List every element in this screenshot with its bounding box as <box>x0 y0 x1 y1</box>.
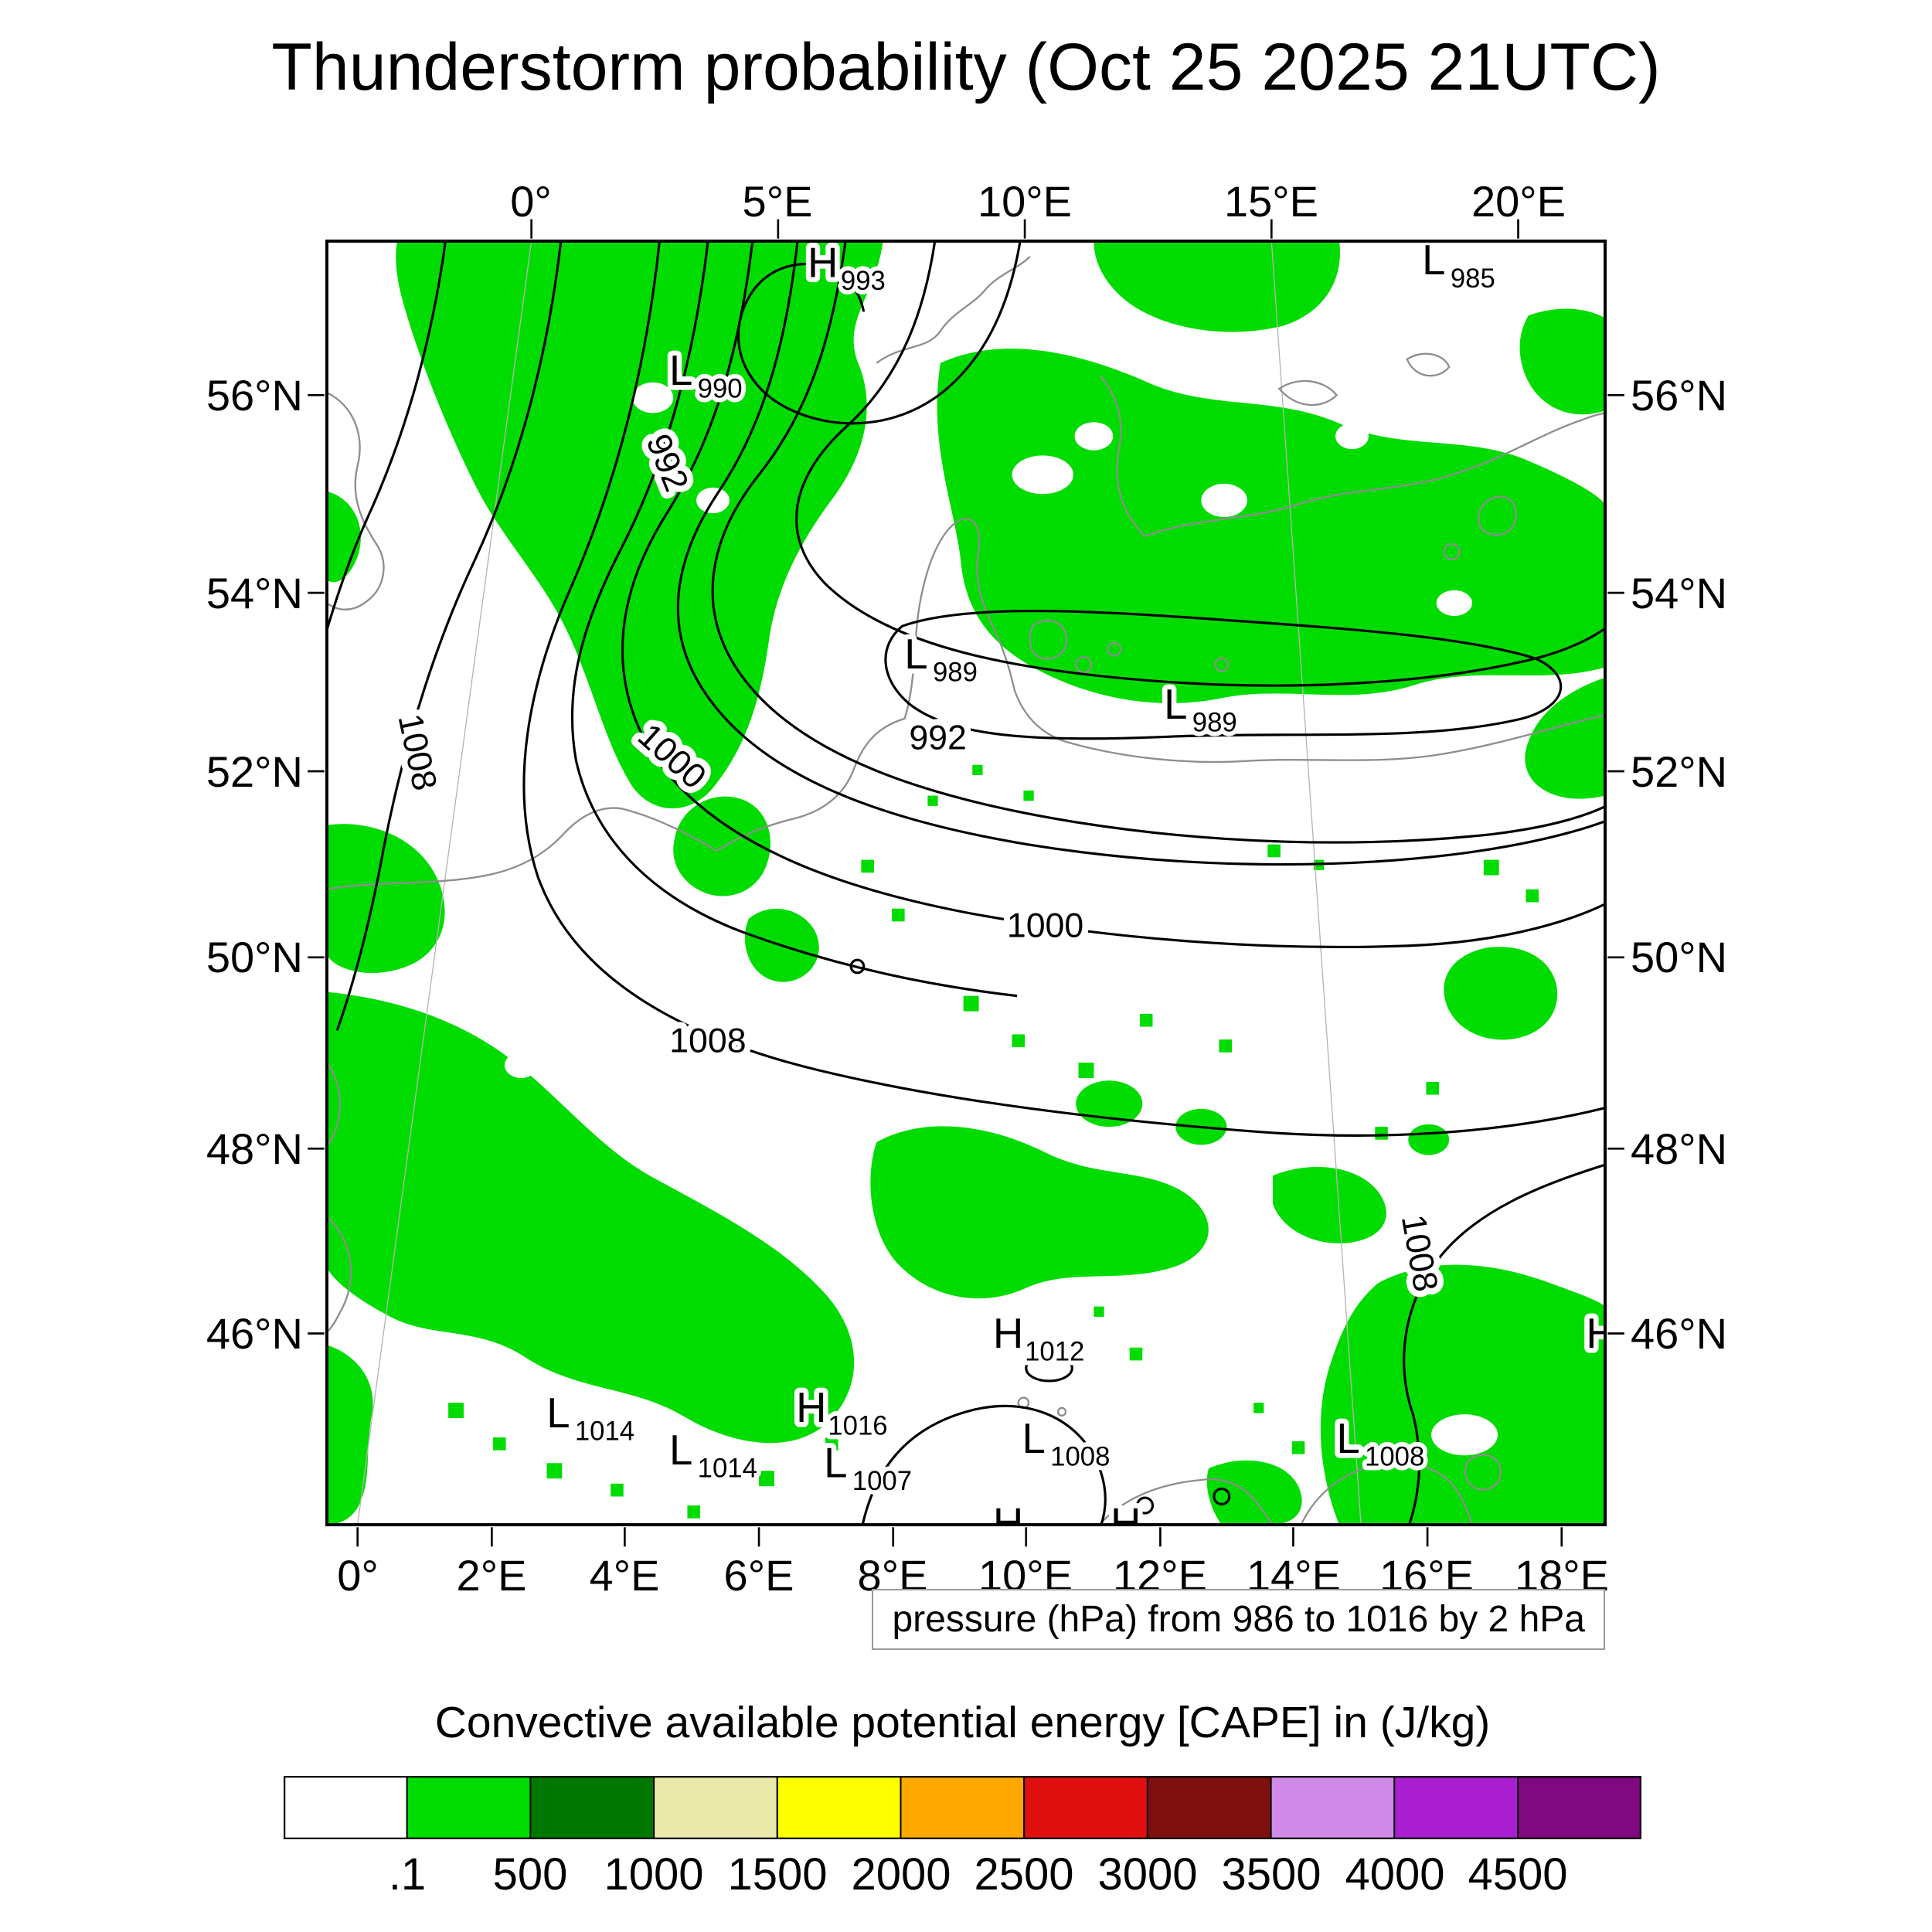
legend-label-9: 4500 <box>1468 1849 1568 1900</box>
colorbar-swatch-3 <box>653 1776 778 1839</box>
pressure-center-value: 989 <box>933 658 978 688</box>
axis-label-right-1: 54°N <box>1631 569 1728 617</box>
contour-label-992-c: 992 <box>909 719 967 757</box>
pressure-center-letter: L <box>1022 1414 1045 1462</box>
pressure-center-letter: L <box>1422 236 1445 284</box>
pressure-center-value: 985 <box>1451 264 1495 294</box>
pressure-center-value: 1014 <box>698 1453 757 1483</box>
pressure-center-letter: H <box>796 1383 826 1431</box>
isobars <box>327 241 1605 1525</box>
pressure-center-letter: L <box>1336 1414 1359 1462</box>
coastlines <box>327 256 1605 1525</box>
legend-label-7: 3500 <box>1221 1849 1321 1900</box>
axis-label-top-3: 15°E <box>1223 177 1319 226</box>
colorbar-swatch-7 <box>1146 1776 1272 1839</box>
colorbar-swatch-1 <box>406 1776 532 1839</box>
pressure-center-value: 1008 <box>1365 1442 1424 1472</box>
pressure-center-value: 1012 <box>1025 1336 1084 1366</box>
colorbar-swatch-6 <box>1023 1776 1148 1839</box>
pressure-centers: H 993 L 985 L 990 L 989 L 989 H 1012 L 1… <box>542 236 1605 1547</box>
pressure-center-letter: L <box>546 1389 570 1437</box>
cape-shading-holes <box>504 382 1498 1456</box>
contour-label-1008-c: 1008 <box>669 1022 746 1060</box>
pressure-center-value: 989 <box>1192 707 1237 737</box>
axis-label-right-5: 46°N <box>1631 1309 1728 1358</box>
pressure-center-value: 1008 <box>1050 1442 1110 1472</box>
map-frame <box>325 240 1607 1526</box>
pressure-center-letter: L <box>1164 680 1187 728</box>
axis-label-bottom-2: 4°E <box>589 1551 660 1600</box>
legend-label-8: 4000 <box>1345 1849 1445 1900</box>
pressure-center-value: 1016 <box>828 1411 887 1441</box>
axis-label-right-4: 48°N <box>1631 1124 1728 1173</box>
pressure-center-value: 1014 <box>575 1416 634 1446</box>
axis-label-top-1: 5°E <box>742 177 813 226</box>
axis-label-left-3: 50°N <box>206 933 303 981</box>
axis-label-left-2: 52°N <box>206 747 303 796</box>
colorbar-swatch-9 <box>1393 1776 1519 1839</box>
pressure-center-letter: L <box>824 1438 847 1486</box>
colorbar-swatch-5 <box>900 1776 1026 1839</box>
pressure-center-letter: H <box>993 1499 1023 1547</box>
colorbar-swatch-2 <box>529 1776 655 1839</box>
legend-label-3: 1500 <box>727 1849 828 1900</box>
legend-label-5: 2500 <box>974 1849 1074 1900</box>
axis-ticks <box>308 219 1624 1547</box>
cape-shading <box>327 241 1605 1525</box>
cape-colorbar <box>283 1775 1642 1840</box>
legend-title: Convective available potential energy [C… <box>434 1698 1491 1747</box>
contour-label-1000-c: 1000 <box>1007 906 1083 944</box>
map-canvas: 992 1008 1000 992 1000 1008 1008 H 993 L… <box>308 219 1624 1547</box>
colorbar-swatch-0 <box>283 1776 408 1839</box>
legend-label-1: 500 <box>492 1849 568 1900</box>
axis-label-right-0: 56°N <box>1631 371 1728 420</box>
colorbar-swatch-8 <box>1270 1776 1396 1839</box>
axis-label-right-2: 52°N <box>1631 747 1728 796</box>
pressure-center-letter: H <box>993 1309 1023 1357</box>
axis-label-right-3: 50°N <box>1631 933 1728 981</box>
page-title: Thunderstorm probability (Oct 25 2025 21… <box>271 30 1661 104</box>
axis-label-top-0: 0° <box>510 177 552 226</box>
colorbar-swatch-10 <box>1517 1776 1641 1839</box>
legend-label-6: 3000 <box>1097 1849 1198 1900</box>
axis-label-left-4: 48°N <box>206 1124 303 1173</box>
axis-label-top-2: 10°E <box>977 177 1073 226</box>
axis-label-top-4: 20°E <box>1471 177 1566 226</box>
axis-label-bottom-1: 2°E <box>456 1551 527 1600</box>
axis-label-bottom-0: 0° <box>337 1551 379 1600</box>
pressure-center-letter: L <box>669 346 692 394</box>
pressure-caption: pressure (hPa) from 986 to 1016 by 2 hPa <box>872 1589 1605 1650</box>
graticule <box>357 241 1362 1525</box>
legend-label-2: 1000 <box>604 1849 704 1900</box>
pressure-center-letter: L <box>904 630 927 678</box>
axis-label-left-1: 54°N <box>206 569 303 617</box>
pressure-center-value: 990 <box>698 374 743 404</box>
pressure-center-letter: H <box>1111 1499 1141 1547</box>
axis-label-left-5: 46°N <box>206 1309 303 1358</box>
pressure-center-letter: H <box>808 238 838 286</box>
colorbar-canvas <box>283 1775 1642 1840</box>
pressure-center-value: 1007 <box>852 1466 912 1496</box>
legend-label-4: 2000 <box>851 1849 951 1900</box>
colorbar-swatch-4 <box>776 1776 902 1839</box>
pressure-center-value: 993 <box>841 266 886 296</box>
legend-label-0: .1 <box>388 1849 427 1900</box>
axis-label-bottom-3: 6°E <box>723 1551 794 1600</box>
weather-map: 992 1008 1000 992 1000 1008 1008 H 993 L… <box>308 219 1624 1547</box>
pressure-center-letter: L <box>669 1426 692 1474</box>
colorbar-frame <box>283 1775 1642 1840</box>
axis-label-left-0: 56°N <box>206 371 303 420</box>
